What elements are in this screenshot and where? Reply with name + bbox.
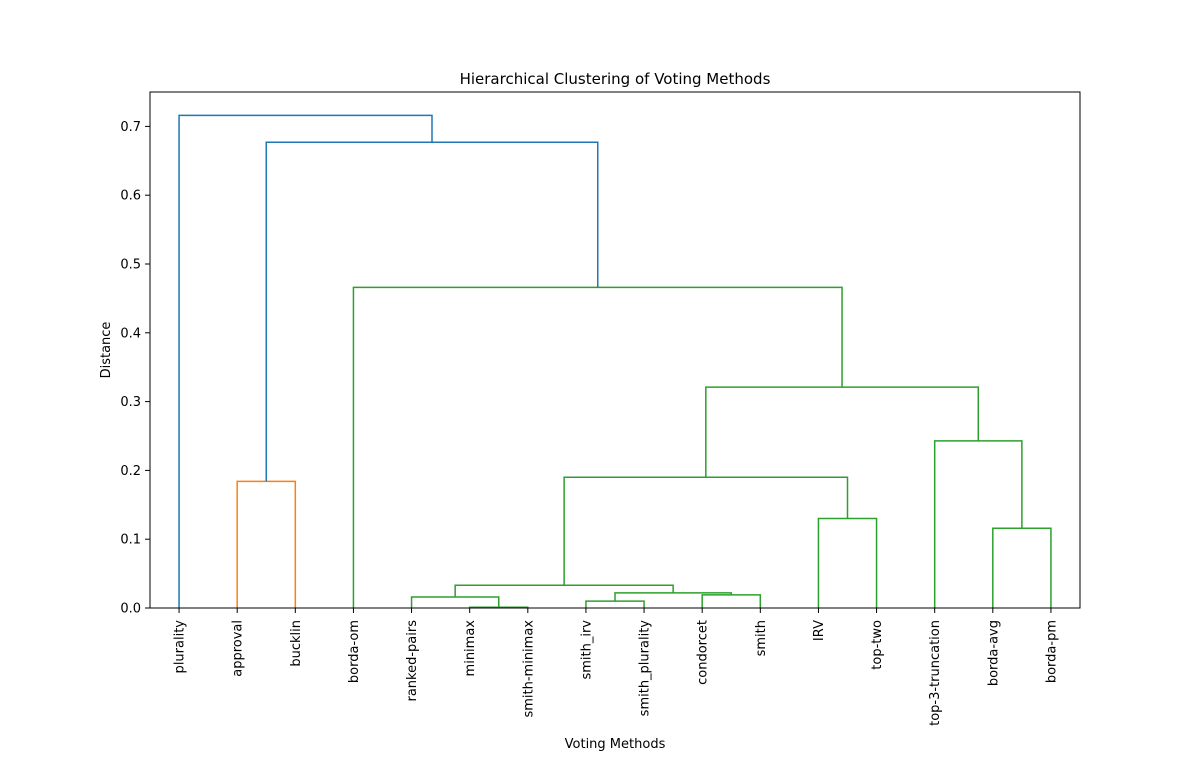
dendrogram-links xyxy=(178,114,1052,609)
leaf-label: smith_plurality xyxy=(638,620,653,717)
y-tick-label: 0.0 xyxy=(120,602,141,617)
plot-frame xyxy=(149,91,1081,609)
leaf-label: top-two xyxy=(870,620,885,670)
dendrogram-link xyxy=(705,386,980,478)
leaf-label: approval xyxy=(231,620,246,677)
dendrogram-link xyxy=(178,114,433,608)
leaf-label: plurality xyxy=(173,620,188,674)
leaf-label: IRV xyxy=(812,620,827,641)
x-axis: plurality approval bucklin borda-om ranked-p… xyxy=(173,608,1059,726)
dendrogram-link xyxy=(992,527,1052,608)
y-tick-label: 0.5 xyxy=(120,258,141,273)
dendrogram-link xyxy=(454,584,674,597)
dendrogram-link xyxy=(563,476,849,586)
y-axis: 0.0 0.1 0.2 0.3 0.4 0.5 0.6 0.7 xyxy=(120,120,150,617)
y-tick-label: 0.2 xyxy=(120,464,141,479)
leaf-label: smith_irv xyxy=(579,620,594,680)
dendrogram-link xyxy=(585,600,645,608)
leaf-label: ranked-pairs xyxy=(405,620,420,702)
leaf-label: smith xyxy=(754,620,769,656)
leaf-label: borda-pm xyxy=(1044,620,1059,683)
y-tick-label: 0.7 xyxy=(120,120,141,135)
dendrogram-link xyxy=(614,592,732,602)
chart-title: Hierarchical Clustering of Voting Method… xyxy=(460,70,771,88)
y-tick-label: 0.6 xyxy=(120,189,141,204)
leaf-label: borda-om xyxy=(347,620,362,683)
dendrogram-link xyxy=(817,517,878,608)
y-tick-label: 0.1 xyxy=(120,533,141,548)
leaf-label: condorcet xyxy=(696,620,711,685)
leaf-label: minimax xyxy=(463,620,478,677)
dendrogram-link xyxy=(265,141,599,482)
leaf-label: borda-avg xyxy=(986,620,1001,686)
dendrogram-link xyxy=(352,286,843,608)
dendrogram-link xyxy=(410,596,500,608)
y-tick-label: 0.4 xyxy=(120,326,141,341)
dendrogram-link xyxy=(236,480,297,608)
y-axis-title: Distance xyxy=(99,322,114,379)
leaf-label: smith-minimax xyxy=(521,620,536,718)
y-tick-label: 0.3 xyxy=(120,395,141,410)
dendrogram-link xyxy=(701,594,762,608)
x-axis-title: Voting Methods xyxy=(565,737,666,752)
leaf-label: bucklin xyxy=(289,620,304,667)
dendrogram-link xyxy=(933,440,1023,608)
leaf-label: top-3-truncation xyxy=(928,620,943,726)
